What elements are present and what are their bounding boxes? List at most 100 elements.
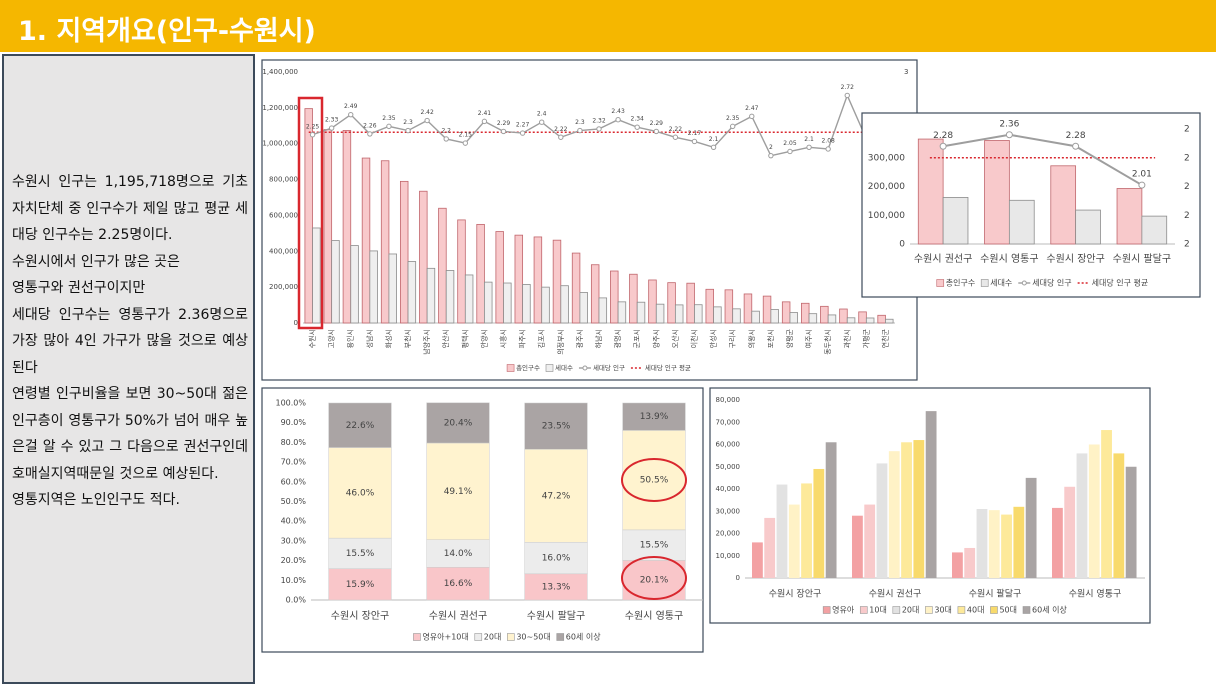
x-tick-label: 안양시 (479, 329, 488, 348)
bar (445, 270, 455, 324)
line-marker (462, 140, 469, 146)
bar (713, 306, 722, 324)
bar (674, 304, 684, 324)
bar (984, 140, 1010, 245)
x-tick-label: 과천시 (842, 329, 851, 348)
data-label: 2.36 (999, 119, 1019, 129)
bar (1064, 486, 1076, 578)
line (942, 133, 1143, 186)
legend-label: 영유아 (832, 605, 855, 615)
bar (764, 517, 776, 578)
y-tick-label: 10,000 (716, 552, 741, 560)
legend-label: 세대당 인구 (1032, 278, 1071, 288)
x-tick-label: 포천시 (766, 329, 775, 348)
line-marker (634, 124, 640, 130)
bar-segment (328, 568, 392, 601)
bar (1013, 506, 1025, 578)
bar (304, 108, 313, 324)
legend: 영유아 10대 20대 30대 40대 50대 60세 이상 (822, 605, 1067, 615)
bar-segment (426, 402, 490, 444)
x-tick-label: 오산시 (670, 329, 679, 348)
bar (590, 264, 600, 324)
legend-label: 10대 (869, 606, 887, 615)
legend-label: 세대수 (990, 279, 1012, 288)
bar-segment (524, 402, 588, 450)
y-tick-label: 300,000 (868, 153, 905, 163)
bar (598, 297, 608, 324)
bar (839, 308, 848, 324)
x-tick-label: 수원시 팔달구 (969, 588, 1022, 600)
legend-key (859, 606, 868, 614)
y-tick-label: 0.0% (286, 596, 307, 605)
y-tick-label: 1,400,000 (262, 68, 298, 76)
y-tick-label: 60.0% (281, 477, 307, 486)
line-marker (787, 148, 793, 155)
line-marker (519, 130, 526, 136)
line-marker (386, 123, 392, 130)
legend-label: 세대당 인구 (593, 363, 625, 372)
bar (369, 250, 378, 324)
bar-segment (328, 447, 392, 539)
data-label: 2.42 (420, 109, 434, 116)
line-marker (806, 144, 812, 151)
bar (705, 288, 714, 324)
line-marker (1138, 181, 1146, 189)
bar (988, 510, 1000, 578)
line-marker (596, 126, 602, 132)
data-label: 2.1 (804, 136, 814, 143)
bar (852, 515, 863, 578)
line-marker (405, 127, 411, 134)
chart: 0 10,000 20,000 30,000 40,000 50,000 60,000 70,… (709, 387, 1151, 624)
y-tick-label: 400,000 (269, 247, 298, 255)
line-marker (481, 118, 488, 125)
data-label: 2.34 (631, 116, 645, 123)
bar (1113, 453, 1125, 578)
line-marker (1072, 142, 1080, 150)
bar (1075, 209, 1101, 245)
data-label: 2 (769, 144, 773, 151)
line-marker (424, 117, 430, 124)
x-tick-label: 수원시 권선구 (429, 610, 487, 622)
y-tick-label: 20,000 (716, 530, 741, 538)
y-tick-label: 20.0% (281, 556, 307, 565)
x-tick-label: 수원시 팔달구 (527, 610, 585, 622)
y-tick-label: 30.0% (281, 536, 307, 545)
line-marker (844, 92, 850, 99)
legend-key (474, 633, 483, 641)
data-label: 47.2% (542, 491, 571, 501)
y-tick-label: 70.0% (281, 458, 307, 467)
data-label: 22.6% (346, 421, 375, 431)
y-tick-label: 70,000 (716, 418, 741, 426)
data-label: 15.9% (346, 580, 375, 590)
line-marker (729, 123, 736, 130)
bar (913, 440, 925, 578)
x-tick-label: 하남시 (594, 329, 603, 348)
line-marker (577, 127, 583, 134)
bar (484, 281, 493, 324)
bar-segment (524, 449, 588, 543)
data-label: 23.5% (542, 422, 571, 432)
legend-key (507, 633, 515, 641)
y-tick-label: 50.0% (281, 497, 307, 506)
bar (503, 282, 512, 324)
x-tick-label: 수원시 영통구 (1069, 589, 1122, 600)
bar (694, 304, 703, 324)
bar (917, 138, 944, 245)
bar (388, 253, 397, 324)
y2-tick-label: 2 (1184, 211, 1190, 221)
bar (885, 318, 894, 324)
y-tick-label: 200,000 (269, 283, 298, 291)
legend: 총인구수 세대수 세대당 인구 세대당 인구 평균 (936, 278, 1148, 288)
bar (888, 451, 900, 578)
bar-segment (524, 573, 588, 601)
data-label: 2.15 (459, 132, 473, 139)
bar-segment (622, 529, 686, 561)
y2-tick-label: 2 (1184, 153, 1190, 163)
data-label: 2.72 (841, 84, 855, 91)
line-marker (443, 136, 449, 142)
bar (813, 468, 825, 578)
bar (952, 552, 963, 578)
paragraph: 영통지역은 노인인구도 적다. (12, 492, 180, 508)
bar (312, 227, 321, 324)
